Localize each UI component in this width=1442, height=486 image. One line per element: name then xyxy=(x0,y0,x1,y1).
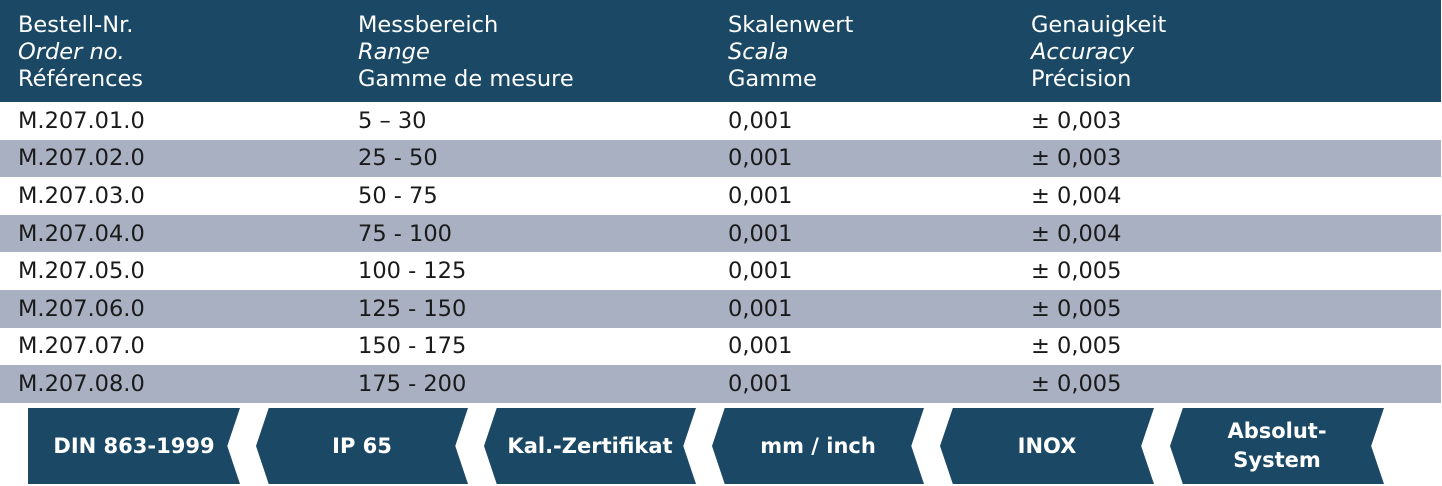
scale-cell: 0,001 xyxy=(728,295,793,322)
header-order-no: Bestell-Nr. Order no. Références xyxy=(18,12,143,93)
header-accuracy: Genauigkeit Accuracy Précision xyxy=(1031,12,1166,93)
accuracy-cell: ± 0,005 xyxy=(1031,295,1122,322)
accuracy-cell: ± 0,005 xyxy=(1031,370,1122,397)
order-number-cell: M.207.02.0 xyxy=(18,145,145,172)
accuracy-cell: ± 0,004 xyxy=(1031,182,1122,209)
header-order-no-de: Bestell-Nr. xyxy=(18,12,134,38)
product-table: Bestell-Nr. Order no. Références Messber… xyxy=(0,0,1441,403)
range-cell: 5 – 30 xyxy=(358,107,427,134)
range-cell: 125 - 150 xyxy=(358,295,467,322)
table-row: M.207.07.0 150 - 175 0,001 ± 0,005 xyxy=(0,328,1441,366)
table-row: M.207.03.0 50 - 75 0,001 ± 0,004 xyxy=(0,177,1441,215)
table-row: M.207.05.0 100 - 125 0,001 ± 0,005 xyxy=(0,252,1441,290)
range-cell: 75 - 100 xyxy=(358,220,452,247)
badge-label: Absolut- System xyxy=(1227,419,1327,472)
header-scale-de: Skalenwert xyxy=(728,12,854,38)
accuracy-cell: ± 0,005 xyxy=(1031,258,1122,285)
header-order-no-en: Order no. xyxy=(18,39,125,65)
order-number-cell: M.207.04.0 xyxy=(18,220,145,247)
badge-inox: INOX xyxy=(940,408,1154,484)
table-header: Bestell-Nr. Order no. Références Messber… xyxy=(0,0,1441,102)
range-cell: 50 - 75 xyxy=(358,182,438,209)
badge-calibration-certificate: Kal.-Zertifikat xyxy=(484,408,696,484)
header-scale: Skalenwert Scala Gamme xyxy=(728,12,853,93)
scale-cell: 0,001 xyxy=(728,370,793,397)
scale-cell: 0,001 xyxy=(728,220,793,247)
header-accuracy-fr: Précision xyxy=(1031,66,1132,92)
header-scale-fr: Gamme xyxy=(728,66,817,92)
badge-label: IP 65 xyxy=(332,433,392,458)
header-range-fr: Gamme de mesure xyxy=(358,66,574,92)
badge-din-863: DIN 863-1999 xyxy=(28,408,240,484)
table-row: M.207.06.0 125 - 150 0,001 ± 0,005 xyxy=(0,289,1441,328)
header-accuracy-en: Accuracy xyxy=(1031,39,1135,65)
order-number-cell: M.207.03.0 xyxy=(18,182,145,209)
badge-label: DIN 863-1999 xyxy=(53,433,215,458)
accuracy-cell: ± 0,003 xyxy=(1031,145,1122,172)
badge-mm-inch: mm / inch xyxy=(712,408,924,484)
header-range-de: Messbereich xyxy=(358,12,499,38)
scale-cell: 0,001 xyxy=(728,182,793,209)
header-accuracy-de: Genauigkeit xyxy=(1031,12,1167,38)
table-row: M.207.01.0 5 – 30 0,001 ± 0,003 xyxy=(0,102,1441,140)
feature-badges: DIN 863-1999 IP 65 Kal.-Zertifikat mm / … xyxy=(0,408,1442,486)
header-order-no-fr: Références xyxy=(18,66,144,92)
accuracy-cell: ± 0,004 xyxy=(1031,220,1122,247)
order-number-cell: M.207.07.0 xyxy=(18,333,145,360)
table-row: M.207.04.0 75 - 100 0,001 ± 0,004 xyxy=(0,214,1441,253)
accuracy-cell: ± 0,005 xyxy=(1031,333,1122,360)
range-cell: 100 - 125 xyxy=(358,258,467,285)
order-number-cell: M.207.01.0 xyxy=(18,107,145,134)
header-range: Messbereich Range Gamme de mesure xyxy=(358,12,574,93)
range-cell: 175 - 200 xyxy=(358,370,467,397)
order-number-cell: M.207.05.0 xyxy=(18,258,145,285)
range-cell: 25 - 50 xyxy=(358,145,438,172)
badge-ip65: IP 65 xyxy=(256,408,468,484)
badge-label: INOX xyxy=(1017,433,1077,458)
scale-cell: 0,001 xyxy=(728,333,793,360)
header-scale-en: Scala xyxy=(728,39,789,65)
header-range-en: Range xyxy=(358,39,430,65)
table-row: M.207.08.0 175 - 200 0,001 ± 0,005 xyxy=(0,365,1441,403)
accuracy-cell: ± 0,003 xyxy=(1031,107,1122,134)
badge-label: Kal.-Zertifikat xyxy=(507,433,673,458)
range-cell: 150 - 175 xyxy=(358,333,467,360)
order-number-cell: M.207.08.0 xyxy=(18,370,145,397)
table-row: M.207.02.0 25 - 50 0,001 ± 0,003 xyxy=(0,139,1441,178)
scale-cell: 0,001 xyxy=(728,258,793,285)
scale-cell: 0,001 xyxy=(728,145,793,172)
badge-label: mm / inch xyxy=(760,433,876,458)
order-number-cell: M.207.06.0 xyxy=(18,295,145,322)
badge-absolute-system: Absolut- System xyxy=(1170,408,1384,484)
scale-cell: 0,001 xyxy=(728,107,793,134)
